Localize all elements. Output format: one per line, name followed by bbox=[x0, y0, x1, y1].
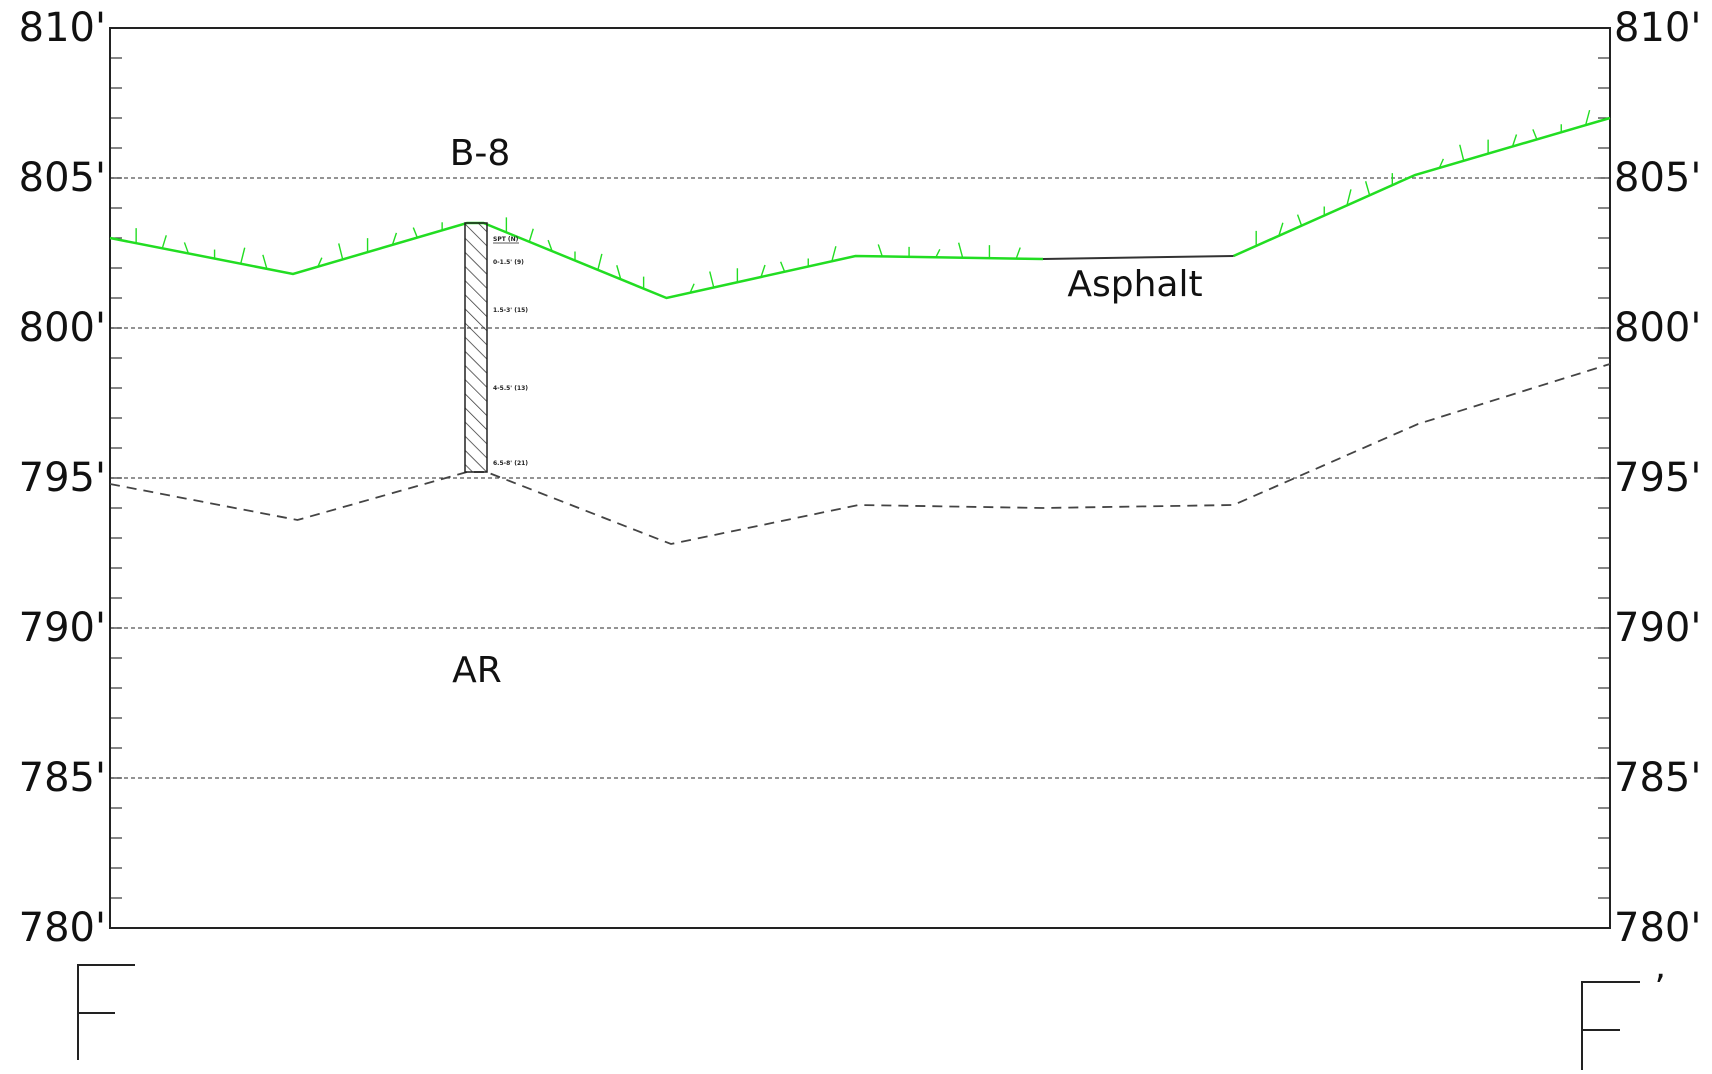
elevation-label-left-790: 790' bbox=[19, 605, 106, 651]
spt-header: SPT (N) bbox=[493, 236, 519, 243]
boring-label: B-8 bbox=[450, 133, 511, 174]
boring-log: SPT (N) 0-1.5' (9) 1.5-3' (15) 4-5.5' (13) 6… bbox=[464, 222, 528, 473]
elevation-label-left-795: 795' bbox=[19, 455, 106, 501]
elevation-label-left-780: 780' bbox=[19, 905, 106, 951]
spt-sample-3: 6.5-8' (21) bbox=[493, 460, 528, 467]
elevation-label-left-805: 805' bbox=[19, 155, 106, 201]
elevation-labels-right: 810' 805' 800' 795' 790' 785' 780' bbox=[1614, 5, 1701, 951]
elevation-label-right-805: 805' bbox=[1614, 155, 1701, 201]
elevation-label-right-795: 795' bbox=[1614, 455, 1701, 501]
auger-refusal-label: AR bbox=[452, 650, 502, 691]
auger-refusal-line bbox=[109, 363, 1611, 545]
ground-surface-line-0 bbox=[109, 221, 1044, 300]
grass-ticks-1 bbox=[1255, 109, 1591, 246]
section-end-prime: ’ bbox=[1654, 968, 1665, 1009]
section-marker-end: F ’ bbox=[1581, 968, 1666, 1070]
asphalt-label: Asphalt bbox=[1067, 264, 1202, 305]
spt-sample-2: 4-5.5' (13) bbox=[493, 385, 528, 392]
elevation-label-left-810: 810' bbox=[19, 5, 106, 51]
elevation-label-left-800: 800' bbox=[19, 305, 106, 351]
elevation-grid bbox=[110, 27, 1610, 779]
elevation-label-right-810: 810' bbox=[1614, 5, 1701, 51]
boring-column bbox=[464, 222, 488, 473]
elevation-label-right-785: 785' bbox=[1614, 755, 1701, 801]
grass-ticks-0 bbox=[135, 217, 1021, 294]
spt-sample-1: 1.5-3' (15) bbox=[493, 307, 528, 314]
elevation-label-right-790: 790' bbox=[1614, 605, 1701, 651]
asphalt-surface-line bbox=[1042, 255, 1234, 260]
elevation-label-right-780: 780' bbox=[1614, 905, 1701, 951]
elevation-label-left-785: 785' bbox=[19, 755, 106, 801]
elevation-labels-left: 810' 805' 800' 795' 790' 785' 780' bbox=[19, 5, 106, 951]
spt-sample-0: 0-1.5' (9) bbox=[493, 259, 524, 266]
section-marker-start: F bbox=[77, 964, 135, 1060]
ground-surface-line-1 bbox=[1232, 116, 1611, 258]
profile-lines bbox=[109, 109, 1611, 545]
plot-frame bbox=[109, 27, 1611, 929]
elevation-label-right-800: 800' bbox=[1614, 305, 1701, 351]
